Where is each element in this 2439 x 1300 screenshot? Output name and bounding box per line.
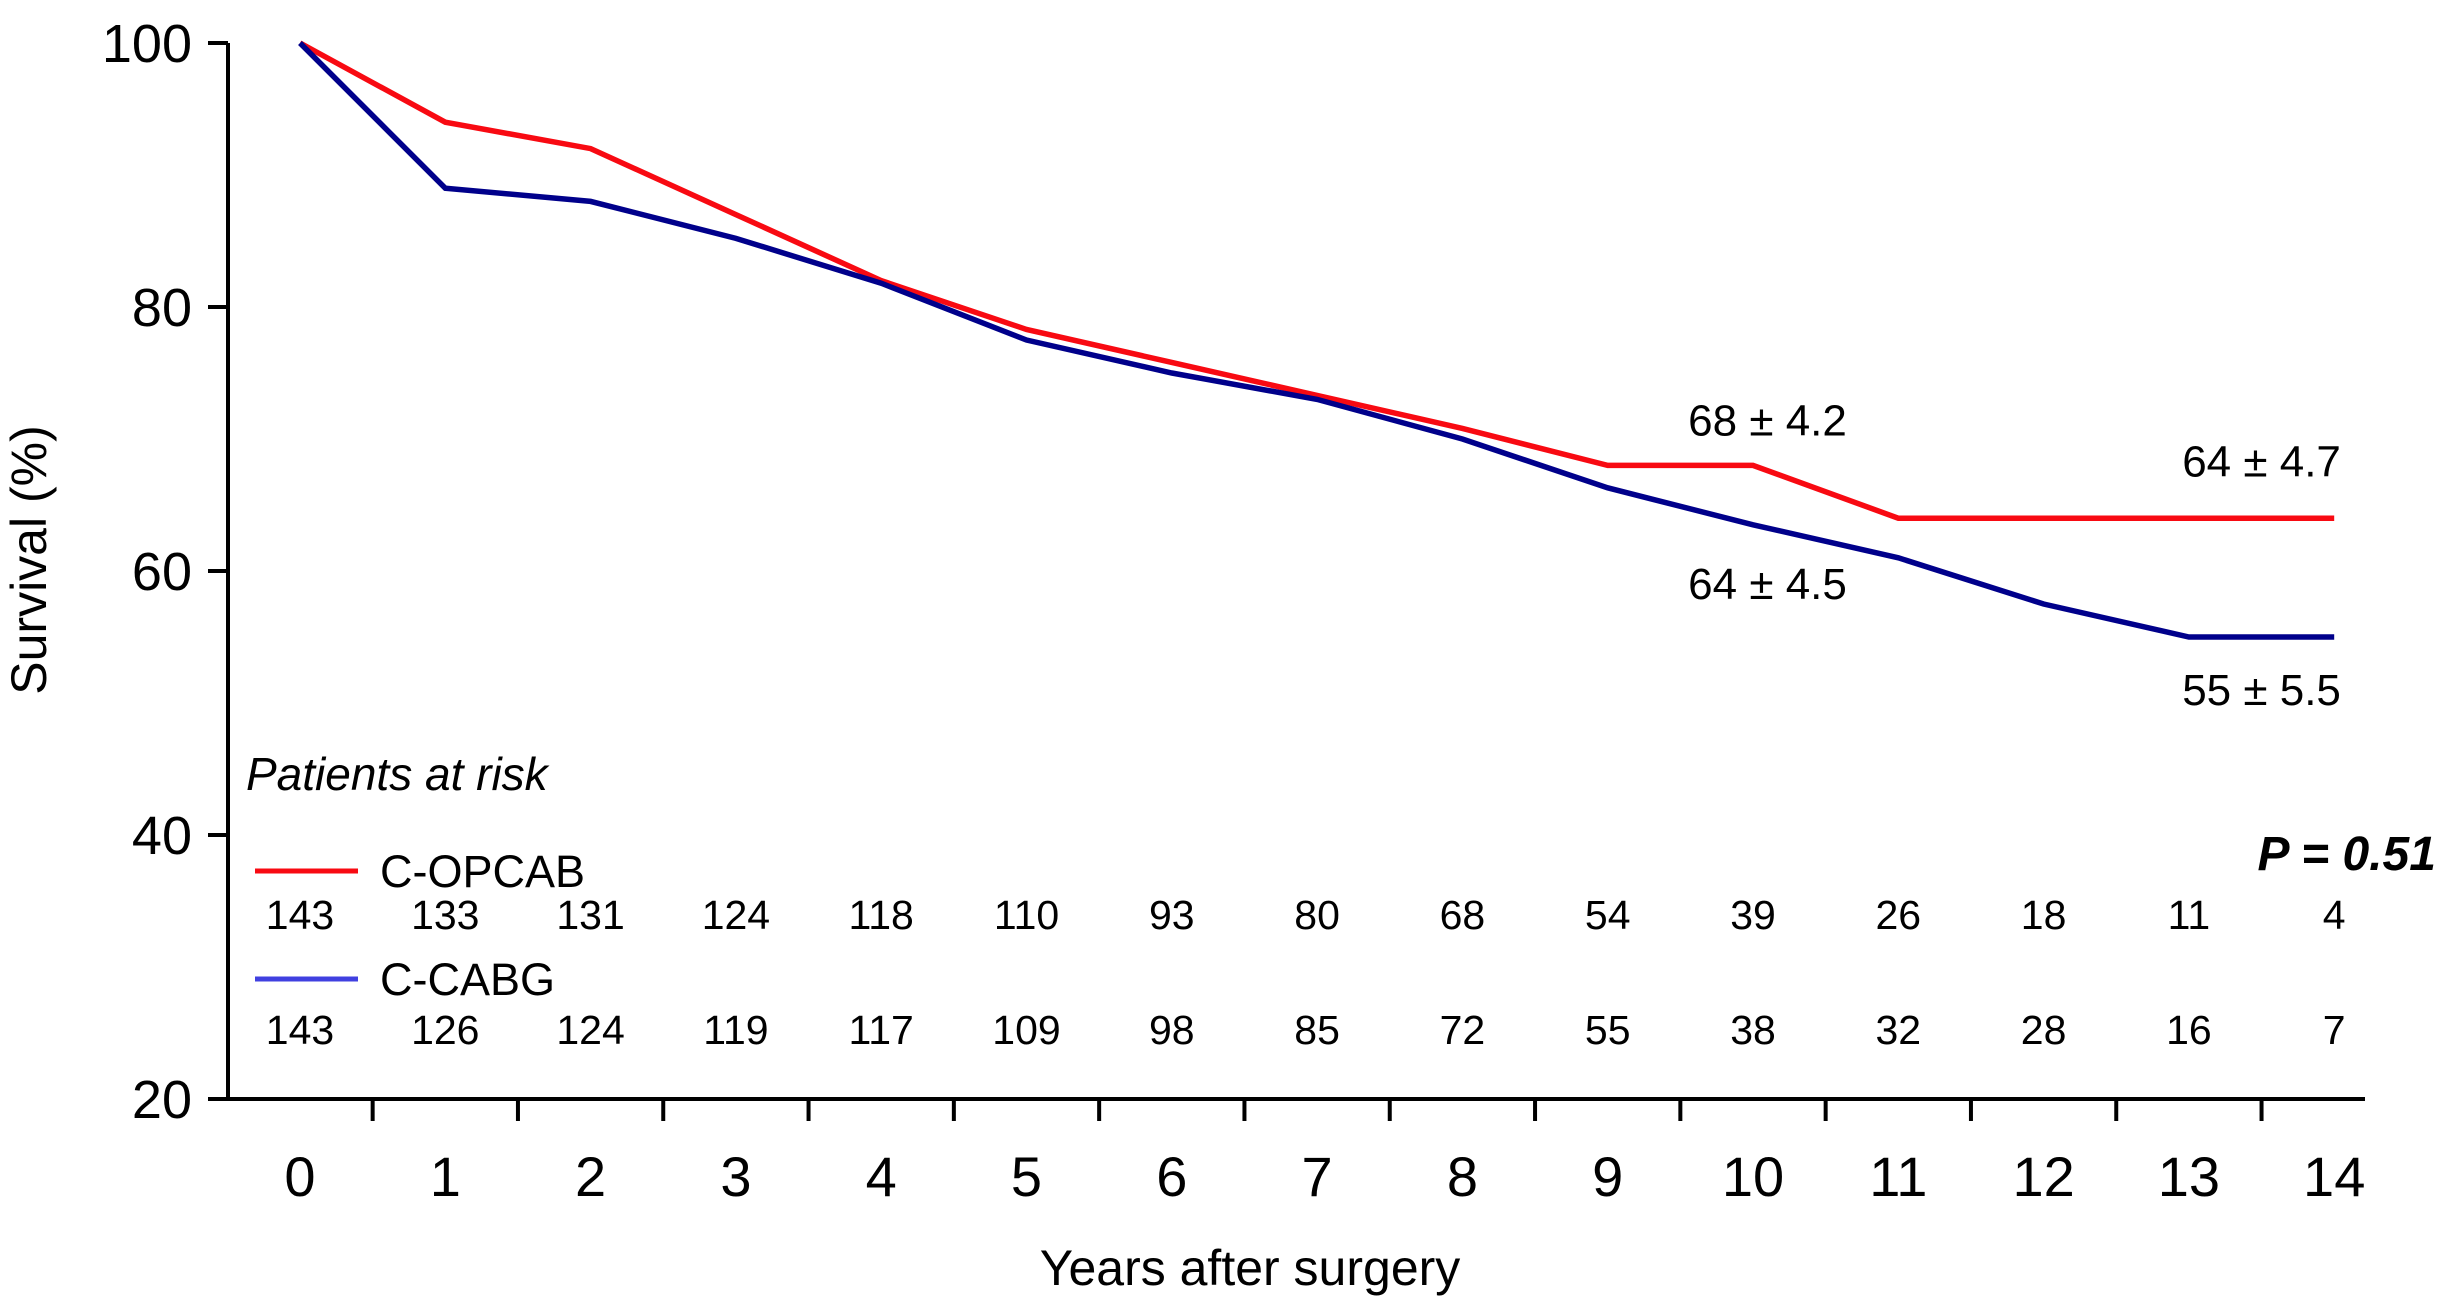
risk-count: 117 [849,1007,914,1053]
x-tick-label: 7 [1302,1145,1333,1208]
risk-count: 119 [703,1007,768,1053]
risk-count: 143 [266,892,334,938]
risk-row-c-cabg: 143 126 124 119 117 109 98 85 72 55 38 32 28 16 7 [266,1007,2346,1053]
x-tick-label: 14 [2303,1145,2365,1208]
risk-count: 143 [266,1007,334,1053]
x-tick-label: 9 [1592,1145,1623,1208]
annotations: 68 ± 4.2 64 ± 4.5 64 ± 4.7 55 ± 5.5 P = 0.51 [1688,397,2436,881]
x-tick-label: 2 [575,1145,606,1208]
risk-count: 28 [2021,1007,2067,1053]
y-axis-title: Survival (%) [1,425,57,694]
risk-count: 109 [992,1007,1060,1053]
risk-count: 85 [1294,1007,1340,1053]
risk-count: 80 [1294,892,1340,938]
risk-count: 93 [1149,892,1195,938]
x-tick-label: 3 [720,1145,751,1208]
y-tick-label: 40 [132,806,192,866]
legend-label-c-opcab: C-OPCAB [380,846,585,897]
risk-count: 124 [556,1007,624,1053]
x-tick-label: 13 [2158,1145,2220,1208]
risk-count: 110 [994,892,1059,938]
curve-c-cabg [298,41,2335,640]
patients-at-risk-title: Patients at risk [246,748,550,800]
risk-count: 7 [2323,1007,2346,1053]
x-tick-label: 11 [1869,1145,1927,1208]
risk-count: 124 [702,892,770,938]
risk-row-c-opcab: 143 133 131 124 118 110 93 80 68 54 39 26 18 11 4 [266,892,2346,938]
risk-count: 68 [1440,892,1486,938]
y-tick-label: 20 [132,1070,192,1130]
risk-count: 118 [849,892,914,938]
x-tick-label: 5 [1011,1145,1042,1208]
risk-count: 72 [1440,1007,1486,1053]
x-tick-label: 4 [866,1145,897,1208]
y-tick-label: 80 [132,278,192,338]
annotation-opcab-10yr: 68 ± 4.2 [1688,397,1847,446]
y-tick-label: 60 [132,542,192,602]
annotation-opcab-14yr: 64 ± 4.7 [2182,437,2341,486]
risk-count: 126 [411,1007,479,1053]
risk-count: 4 [2323,892,2346,938]
x-tick-label: 0 [284,1145,315,1208]
risk-count: 131 [556,892,624,938]
risk-count: 133 [411,892,479,938]
risk-count: 26 [1875,892,1921,938]
risk-count: 38 [1730,1007,1776,1053]
risk-count: 32 [1875,1007,1921,1053]
survival-curves [298,40,2335,640]
risk-count: 39 [1730,892,1776,938]
x-axis-title: Years after surgery [1040,1240,1461,1296]
risk-count: 16 [2166,1007,2212,1053]
p-value-label: P = 0.51 [2258,828,2436,881]
annotation-cabg-10yr: 64 ± 4.5 [1688,560,1847,609]
x-tick-label: 12 [2012,1145,2074,1208]
x-tick-label: 1 [430,1145,461,1208]
risk-count: 11 [2168,892,2211,938]
x-tick-label: 10 [1722,1145,1784,1208]
risk-count: 18 [2021,892,2067,938]
patients-at-risk-table: 143 133 131 124 118 110 93 80 68 54 39 26 18 11 4 143 12… [266,892,2346,1053]
risk-count: 54 [1585,892,1631,938]
curve-c-opcab [298,40,2335,521]
x-tick-label: 6 [1156,1145,1187,1208]
x-tick-label: 8 [1447,1145,1478,1208]
annotation-cabg-14yr: 55 ± 5.5 [2182,666,2341,715]
risk-count: 55 [1585,1007,1631,1053]
y-tick-label: 100 [102,14,192,74]
legend: C-OPCAB C-CABG [255,846,585,1005]
legend-label-c-cabg: C-CABG [380,954,555,1005]
risk-count: 98 [1149,1007,1195,1053]
